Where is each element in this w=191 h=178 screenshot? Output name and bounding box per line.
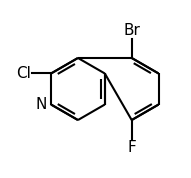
Text: Cl: Cl: [16, 66, 31, 81]
Text: F: F: [127, 140, 136, 155]
Text: N: N: [36, 97, 47, 112]
Text: Br: Br: [123, 23, 140, 38]
